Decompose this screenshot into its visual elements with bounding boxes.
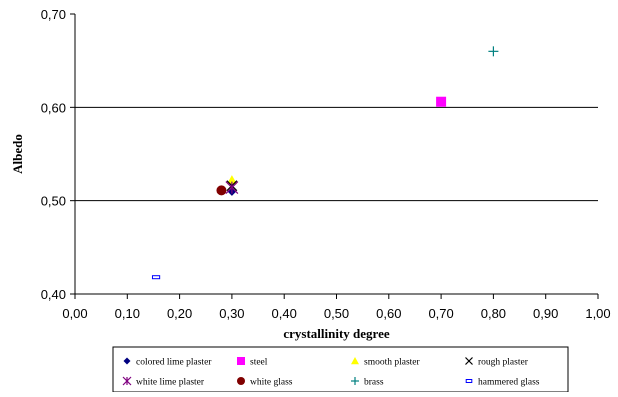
legend-item: colored lime plaster bbox=[123, 357, 212, 368]
x-tick-label: 0,40 bbox=[272, 306, 297, 321]
x-tick-label: 0,90 bbox=[533, 306, 558, 321]
legend: colored lime plaster steel smooth plaster r… bbox=[112, 346, 569, 393]
point-brass bbox=[488, 46, 499, 57]
x-tick-label: 0,20 bbox=[167, 306, 192, 321]
legend-marker bbox=[465, 379, 473, 383]
legend-label: brass bbox=[364, 378, 384, 388]
gridlines bbox=[75, 106, 598, 202]
y-tick-label: 0,50 bbox=[41, 194, 66, 209]
legend-marker bbox=[237, 357, 245, 365]
legend-marker bbox=[122, 376, 132, 386]
point-hammered-glass bbox=[151, 275, 161, 280]
point-smooth-plaster bbox=[226, 175, 237, 185]
x-tick-label: 0,70 bbox=[428, 306, 453, 321]
legend-marker bbox=[465, 357, 473, 365]
legend-label: steel bbox=[250, 358, 268, 368]
legend-item: brass bbox=[351, 377, 384, 388]
x-axis-title: crystallinity degree bbox=[283, 326, 389, 341]
legend-marker bbox=[351, 357, 359, 365]
legend-marker bbox=[123, 357, 131, 365]
legend-label: colored lime plaster bbox=[136, 358, 212, 368]
data-points bbox=[151, 46, 499, 280]
x-tick-label: 0,50 bbox=[324, 306, 349, 321]
x-tick-label: 0,10 bbox=[115, 306, 140, 321]
legend-item: white glass bbox=[237, 377, 293, 388]
legend-label: smooth plaster bbox=[364, 358, 421, 368]
x-tick-label: 0,60 bbox=[376, 306, 401, 321]
x-tick-label: 0,00 bbox=[62, 306, 87, 321]
legend-label: rough plaster bbox=[478, 358, 529, 368]
point-white-glass bbox=[216, 185, 227, 196]
x-tick-label: 1,00 bbox=[585, 306, 610, 321]
legend-item: smooth plaster bbox=[351, 357, 421, 368]
legend-label: hammered glass bbox=[478, 378, 540, 388]
axes bbox=[74, 14, 598, 295]
point-white-lime-plaster bbox=[225, 181, 239, 195]
legend-item: steel bbox=[237, 357, 268, 368]
legend-item: rough plaster bbox=[465, 357, 529, 368]
legend-marker bbox=[237, 377, 245, 385]
legend-item: hammered glass bbox=[465, 378, 540, 388]
x-tick-label: 0,80 bbox=[481, 306, 506, 321]
legend-marker bbox=[351, 377, 359, 385]
legend-label: white glass bbox=[250, 378, 293, 388]
x-tick-labels: 0,00 0,10 0,20 0,30 0,40 0,50 0,60 0,70 0,80 0,90… bbox=[62, 294, 611, 321]
y-axis-title: Albedo bbox=[10, 134, 25, 174]
y-tick-labels: 0,40 0,50 0,60 0,70 bbox=[41, 7, 75, 302]
legend-label: white lime plaster bbox=[136, 378, 205, 388]
legend-box bbox=[112, 346, 569, 393]
x-tick-label: 0,30 bbox=[219, 306, 244, 321]
y-tick-label: 0,70 bbox=[41, 7, 66, 22]
legend-item: white lime plaster bbox=[122, 376, 205, 388]
y-tick-label: 0,60 bbox=[41, 100, 66, 115]
point-steel bbox=[436, 96, 447, 107]
y-tick-label: 0,40 bbox=[41, 287, 66, 302]
